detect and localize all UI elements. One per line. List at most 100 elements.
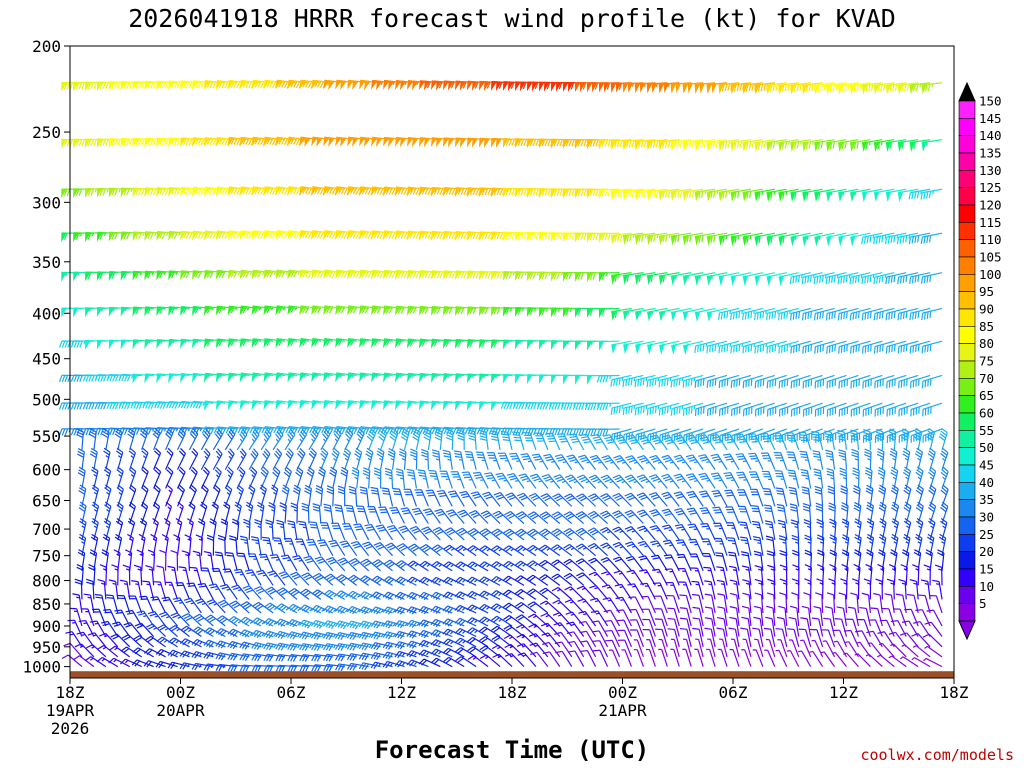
wind-barb bbox=[682, 82, 704, 94]
wind-barb bbox=[384, 467, 394, 489]
wind-barb bbox=[847, 606, 860, 627]
colorbar-label: 30 bbox=[979, 510, 994, 525]
colorbar-label: 15 bbox=[979, 562, 994, 577]
wind-barb bbox=[741, 551, 752, 571]
wind-barbs bbox=[58, 79, 949, 673]
wind-barb bbox=[252, 601, 274, 614]
wind-barb bbox=[682, 307, 704, 322]
wind-barb bbox=[779, 550, 788, 571]
colorbar-swatch bbox=[958, 603, 976, 622]
wind-barb bbox=[490, 603, 513, 614]
wind-barb bbox=[116, 484, 124, 507]
y-tick-label: 850 bbox=[32, 595, 61, 614]
wind-barb bbox=[666, 594, 680, 614]
wind-barb bbox=[153, 466, 162, 489]
wind-barb bbox=[324, 573, 346, 586]
colorbar-label: 60 bbox=[979, 406, 994, 421]
wind-barb bbox=[610, 272, 632, 285]
colorbar-swatch bbox=[958, 568, 976, 587]
wind-barb bbox=[778, 340, 799, 354]
x-tick-label: 06Z bbox=[277, 683, 306, 702]
wind-barb bbox=[801, 307, 823, 321]
wind-barb bbox=[670, 139, 692, 152]
wind-barb bbox=[792, 549, 800, 571]
wind-barb bbox=[622, 374, 644, 387]
wind-barb bbox=[634, 188, 656, 201]
wind-barb bbox=[418, 137, 441, 148]
wind-barb bbox=[831, 651, 847, 667]
wind-barb bbox=[849, 272, 871, 285]
wind-barb bbox=[754, 340, 775, 354]
wind-barb bbox=[610, 232, 632, 245]
wind-barb bbox=[909, 139, 931, 152]
wind-barb bbox=[886, 578, 895, 600]
wind-barb bbox=[85, 138, 106, 149]
wind-barb bbox=[861, 188, 883, 203]
wind-barb bbox=[913, 549, 922, 571]
wind-barb bbox=[442, 628, 465, 638]
wind-barb bbox=[694, 340, 716, 353]
wind-barb bbox=[383, 559, 405, 572]
wind-barb bbox=[125, 549, 133, 571]
wind-barb bbox=[742, 272, 763, 287]
colorbar-swatch bbox=[958, 204, 976, 223]
wind-barb bbox=[749, 488, 764, 507]
wind-barb bbox=[601, 454, 620, 471]
wind-barb bbox=[728, 627, 740, 647]
wind-barb bbox=[111, 564, 119, 586]
wind-barb bbox=[122, 564, 131, 586]
wind-barb bbox=[108, 339, 130, 350]
wind-barb bbox=[718, 139, 740, 152]
wind-barb bbox=[728, 551, 740, 571]
wind-barb bbox=[200, 567, 214, 586]
wind-barb bbox=[70, 374, 94, 383]
wind-barb bbox=[407, 560, 429, 572]
wind-barb bbox=[428, 469, 441, 489]
wind-barb bbox=[541, 473, 561, 489]
wind-barb bbox=[658, 232, 680, 246]
wind-barb bbox=[718, 307, 740, 320]
wind-barb bbox=[658, 188, 680, 202]
wind-barb bbox=[156, 373, 178, 384]
wind-barb bbox=[188, 466, 198, 489]
wind-barb bbox=[539, 587, 561, 600]
colorbar-swatch bbox=[958, 499, 976, 518]
wind-barb bbox=[91, 466, 99, 489]
wind-barb bbox=[261, 536, 274, 556]
wind-barb bbox=[623, 340, 644, 355]
wind-barb bbox=[763, 627, 776, 647]
wind-barb bbox=[543, 453, 561, 470]
wind-barb bbox=[766, 139, 787, 152]
colorbar-label: 100 bbox=[979, 267, 1002, 282]
wind-barb bbox=[863, 429, 871, 450]
wind-barb bbox=[922, 633, 943, 648]
wind-barb bbox=[912, 564, 920, 586]
wind-barb bbox=[200, 448, 211, 470]
wind-barb bbox=[365, 447, 374, 470]
credit-text[interactable]: coolwx.com/models bbox=[860, 746, 1014, 764]
wind-barb bbox=[168, 306, 190, 317]
wind-barb bbox=[799, 450, 812, 470]
wind-barb bbox=[637, 455, 656, 471]
wind-barb bbox=[766, 232, 787, 247]
wind-barb bbox=[851, 448, 860, 470]
wind-barb bbox=[588, 571, 609, 586]
wind-barb bbox=[646, 188, 668, 201]
wind-barb bbox=[823, 617, 836, 637]
wind-barb bbox=[673, 434, 692, 451]
wind-barb bbox=[215, 186, 238, 197]
wind-barb bbox=[539, 574, 561, 586]
wind-barb bbox=[265, 519, 274, 540]
wind-barb bbox=[761, 470, 776, 489]
wind-barb bbox=[331, 447, 340, 470]
wind-barb bbox=[118, 373, 142, 382]
colorbar-label: 25 bbox=[979, 527, 994, 542]
wind-barb bbox=[504, 510, 525, 524]
wind-barb bbox=[926, 427, 936, 450]
wind-barb bbox=[454, 591, 477, 600]
colorbar-label: 110 bbox=[979, 232, 1002, 247]
wind-barb bbox=[315, 484, 324, 507]
wind-barb bbox=[466, 339, 489, 349]
wind-barb bbox=[812, 450, 824, 470]
wind-barb bbox=[180, 373, 202, 383]
